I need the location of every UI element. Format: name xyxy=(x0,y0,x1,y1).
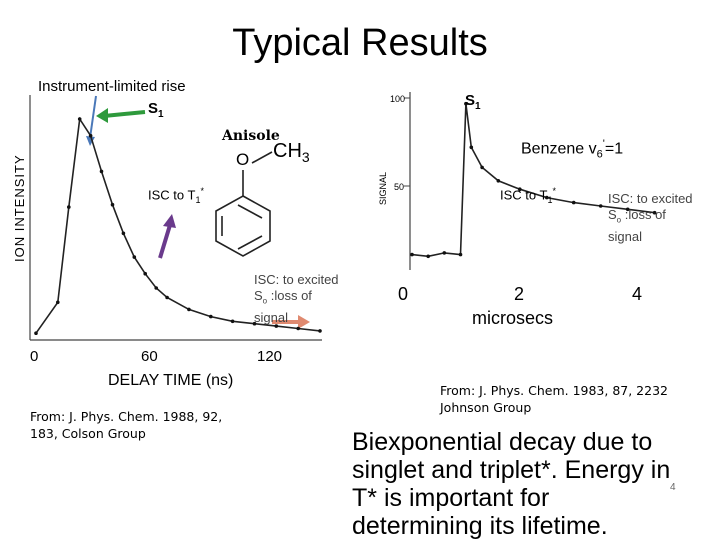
right-x-tick-2: 2 xyxy=(514,284,525,304)
right-y-tick-label-100: 100 xyxy=(390,94,405,104)
right-series-line xyxy=(411,103,655,258)
anisole-label: Anisole xyxy=(222,128,280,144)
right-isc-excited-label: ISC: to excited So :loss of signal xyxy=(608,191,693,244)
left-series-point xyxy=(88,133,93,138)
left-series-point xyxy=(274,324,279,328)
right-series-point xyxy=(410,252,414,257)
left-x-tick-0: 0 xyxy=(30,348,39,365)
anisole-methyl: CH3 xyxy=(273,140,310,165)
left-series-point xyxy=(187,307,191,312)
slide-title: Typical Results xyxy=(232,22,488,64)
left-series-point xyxy=(121,231,126,236)
right-series-point xyxy=(469,145,474,150)
right-series-point xyxy=(625,207,630,212)
left-series-point xyxy=(165,295,169,300)
left-x-tick-120: 120 xyxy=(257,348,283,365)
right-series-point xyxy=(571,200,576,205)
right-series-point xyxy=(496,179,501,183)
left-series-point xyxy=(56,300,60,305)
left-data-marks xyxy=(34,116,322,336)
salmon-arrowhead xyxy=(298,315,310,329)
left-series-point xyxy=(99,169,104,174)
purple-arrow xyxy=(158,224,172,259)
right-y-axis-label: SIGNAL xyxy=(378,172,388,205)
left-series-point xyxy=(318,329,322,333)
right-data-marks xyxy=(410,101,657,259)
right-series-point xyxy=(458,252,463,257)
left-y-axis-label: ION INTENSITY xyxy=(12,154,27,262)
benzene-label: Benzene v6'=1 xyxy=(521,138,624,161)
left-series-point xyxy=(34,331,38,336)
left-series-point xyxy=(296,326,301,331)
right-series-point xyxy=(652,210,657,215)
right-isc-t1-label: ISC to T1* xyxy=(500,186,556,205)
anisole-oxygen: O xyxy=(236,150,250,169)
left-citation: From: J. Phys. Chem. 1988, 92, 183, Cols… xyxy=(30,409,223,441)
purple-arrowhead xyxy=(163,214,176,228)
left-series-point xyxy=(67,205,71,209)
right-s1-label: S1 xyxy=(465,92,481,112)
left-series-point xyxy=(143,271,147,276)
right-series-point xyxy=(598,204,603,208)
right-series-point xyxy=(442,251,447,255)
page-number: 4 xyxy=(670,482,676,493)
left-s1-label: S1 xyxy=(148,100,164,120)
anisole-structure xyxy=(215,151,273,257)
left-series-point xyxy=(252,321,257,326)
blue-arrow xyxy=(89,95,97,139)
conclusion-text: Biexponential decay due to singlet and t… xyxy=(352,428,671,540)
instrument-limited-label: Instrument-limited rise xyxy=(38,78,186,95)
left-isc-excited-label: ISC: to excited So :loss of signal xyxy=(254,272,339,325)
left-series-point xyxy=(209,314,213,319)
blue-arrowhead xyxy=(86,136,95,146)
left-series-point xyxy=(154,286,158,290)
right-series-point xyxy=(545,195,549,200)
left-isc-t1-label: ISC to T1* xyxy=(148,186,204,205)
right-citation: From: J. Phys. Chem. 1983, 87, 2232 John… xyxy=(440,383,668,415)
left-x-tick-60: 60 xyxy=(141,348,158,365)
left-x-axis-label: DELAY TIME (ns) xyxy=(108,372,234,389)
green-arrowhead-left xyxy=(96,108,108,123)
right-x-tick-4: 4 xyxy=(632,284,643,304)
left-series-point xyxy=(230,319,235,324)
left-series-point xyxy=(132,255,137,259)
right-series-point xyxy=(426,254,431,259)
left-series-point xyxy=(110,202,115,207)
right-series-point xyxy=(518,187,522,191)
green-arrow-left xyxy=(103,110,146,118)
left-series-point xyxy=(77,117,82,121)
right-y-tick-label-50: 50 xyxy=(394,182,404,192)
right-x-tick-0: 0 xyxy=(398,284,409,304)
right-series-point xyxy=(480,165,484,170)
right-series-point xyxy=(464,101,468,106)
right-x-axis-label: microsecs xyxy=(472,308,554,328)
